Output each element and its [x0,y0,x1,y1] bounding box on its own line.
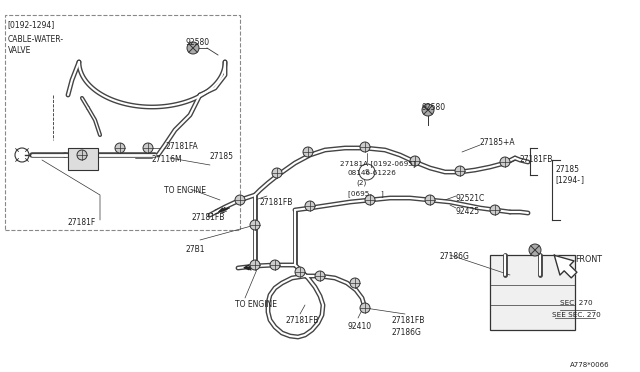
Text: 92521C: 92521C [455,194,484,203]
Text: 27181A [0192-0695]: 27181A [0192-0695] [340,160,415,167]
Circle shape [77,150,87,160]
Circle shape [187,42,199,54]
Circle shape [250,220,260,230]
Circle shape [500,157,510,167]
Text: 92425: 92425 [455,207,479,216]
Circle shape [250,260,260,270]
Circle shape [425,195,435,205]
Text: (2): (2) [356,180,366,186]
Circle shape [410,156,420,166]
Circle shape [315,271,325,281]
Text: 27181FB: 27181FB [260,198,293,207]
Text: 27181FA: 27181FA [165,142,198,151]
Text: 27181FB: 27181FB [520,155,554,164]
Text: 27181FB: 27181FB [192,213,225,222]
Circle shape [360,303,370,313]
Text: CABLE-WATER-: CABLE-WATER- [8,35,64,44]
Text: 27185: 27185 [555,165,579,174]
Text: 27185+A: 27185+A [480,138,516,147]
Circle shape [455,166,465,176]
Circle shape [270,260,280,270]
Circle shape [305,201,315,211]
Text: 27185: 27185 [210,152,234,161]
Text: S: S [365,169,369,175]
Circle shape [350,278,360,288]
Text: 27116M: 27116M [152,155,182,164]
Bar [68,148,98,170]
Text: ]: ] [580,175,583,184]
Circle shape [295,267,305,277]
Text: 27186G: 27186G [440,252,470,261]
Text: 92410: 92410 [348,322,372,331]
Circle shape [143,143,153,153]
Text: 27186G: 27186G [392,328,422,337]
Text: A778*0066: A778*0066 [570,362,610,368]
Text: VALVE: VALVE [8,46,31,55]
Text: SEE SEC. 270: SEE SEC. 270 [552,312,601,318]
Text: 27181FB: 27181FB [392,316,426,325]
Circle shape [272,168,282,178]
Circle shape [235,195,245,205]
Text: 92580: 92580 [422,103,446,112]
Circle shape [115,143,125,153]
Text: [0695-    ]: [0695- ] [348,190,384,197]
Text: SEC. 270: SEC. 270 [560,300,593,306]
Circle shape [529,244,541,256]
Text: 27B1: 27B1 [185,245,205,254]
Text: 08146-61226: 08146-61226 [348,170,397,176]
Circle shape [490,205,500,215]
Text: TO ENGINE: TO ENGINE [235,300,277,309]
Bar [5,15,240,230]
Text: 92580: 92580 [186,38,210,47]
Circle shape [360,142,370,152]
Circle shape [303,147,313,157]
Text: [1294-: [1294- [555,175,580,184]
Text: [0192-1294]: [0192-1294] [7,20,54,29]
Bar [490,255,575,330]
Circle shape [422,104,434,116]
Circle shape [365,195,375,205]
Polygon shape [554,255,577,278]
Text: TO ENGINE: TO ENGINE [164,186,206,195]
Text: 27181F: 27181F [68,218,96,227]
Text: FRONT: FRONT [575,255,602,264]
Text: 27181FB: 27181FB [285,316,318,325]
